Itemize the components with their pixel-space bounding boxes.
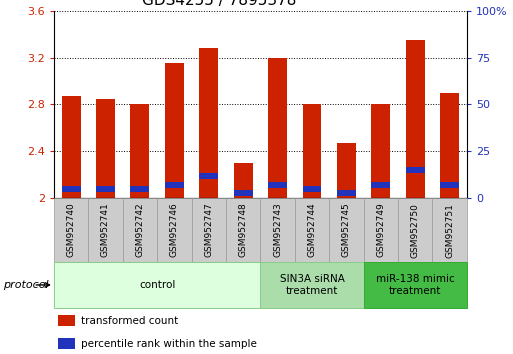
Bar — [268, 57, 287, 198]
Bar — [234, 163, 252, 198]
Bar — [260, 198, 295, 262]
Text: GSM952744: GSM952744 — [307, 203, 317, 257]
Text: GSM952745: GSM952745 — [342, 203, 351, 257]
Bar — [123, 198, 157, 262]
Bar — [130, 104, 149, 198]
Text: GSM952747: GSM952747 — [204, 203, 213, 257]
Bar — [371, 182, 390, 188]
Bar — [54, 198, 88, 262]
Text: protocol: protocol — [3, 280, 48, 290]
Bar — [157, 198, 191, 262]
Bar — [295, 198, 329, 262]
Text: percentile rank within the sample: percentile rank within the sample — [81, 339, 256, 349]
Text: miR-138 mimic
treatment: miR-138 mimic treatment — [376, 274, 455, 296]
Bar — [432, 198, 467, 262]
Bar — [364, 262, 467, 308]
Bar — [165, 63, 184, 198]
Bar — [371, 104, 390, 198]
Text: transformed count: transformed count — [81, 316, 178, 326]
Text: GSM952746: GSM952746 — [170, 203, 179, 257]
Bar — [88, 198, 123, 262]
Bar — [234, 190, 252, 195]
Bar — [96, 186, 115, 192]
Bar — [337, 143, 356, 198]
Text: SIN3A siRNA
treatment: SIN3A siRNA treatment — [280, 274, 344, 296]
Text: GSM952748: GSM952748 — [239, 203, 248, 257]
Bar — [191, 198, 226, 262]
Bar — [303, 186, 322, 192]
Bar — [440, 182, 459, 188]
Text: GSM952741: GSM952741 — [101, 203, 110, 257]
Text: GSM952749: GSM952749 — [377, 203, 385, 257]
Bar — [329, 198, 364, 262]
Bar — [398, 198, 432, 262]
Bar — [58, 315, 74, 326]
Bar — [62, 96, 81, 198]
Bar — [62, 186, 81, 192]
Text: GSM952740: GSM952740 — [67, 203, 75, 257]
Bar — [406, 40, 425, 198]
Bar — [440, 93, 459, 198]
Title: GDS4255 / 7895378: GDS4255 / 7895378 — [142, 0, 296, 8]
Bar — [199, 48, 218, 198]
Bar — [130, 186, 149, 192]
Text: GSM952751: GSM952751 — [445, 202, 454, 258]
Text: GSM952750: GSM952750 — [411, 202, 420, 258]
Bar — [96, 98, 115, 198]
Bar — [58, 338, 74, 349]
Text: control: control — [139, 280, 175, 290]
Bar — [226, 198, 260, 262]
Bar — [199, 173, 218, 179]
Bar — [165, 182, 184, 188]
Bar — [303, 104, 322, 198]
Text: GSM952743: GSM952743 — [273, 203, 282, 257]
Bar — [268, 182, 287, 188]
Bar — [364, 198, 398, 262]
Text: GSM952742: GSM952742 — [135, 203, 144, 257]
Bar — [54, 262, 261, 308]
Bar — [260, 262, 364, 308]
Bar — [337, 190, 356, 195]
Bar — [406, 167, 425, 173]
